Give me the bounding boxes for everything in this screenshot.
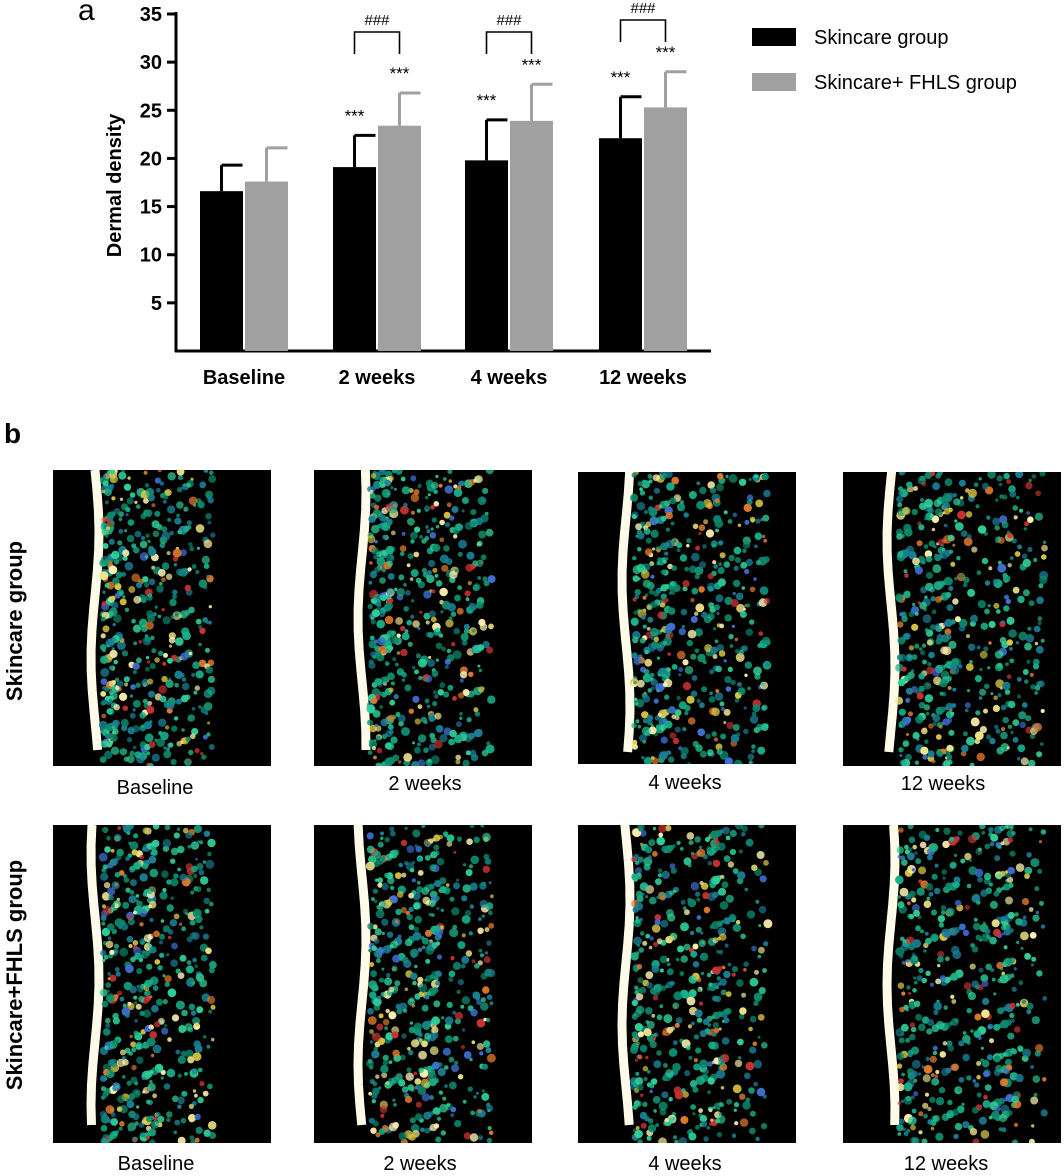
- skin-image-fhls-12weeks: [843, 825, 1061, 1143]
- skin-image-fhls-2weeks: [314, 825, 532, 1143]
- comparison-bracket: [353, 31, 401, 54]
- significance-label: ***: [522, 55, 542, 74]
- bar-chart: 5 10 15 20 25 30 35 Dermal density Baseline 2 wee…: [104, 0, 1017, 389]
- y-tick-label: 20: [140, 148, 162, 170]
- bar: [200, 191, 243, 351]
- bar: [510, 120, 553, 352]
- skin-texture: [353, 825, 496, 1143]
- comparison-label: ###: [364, 12, 390, 29]
- significance-label: ***: [656, 43, 676, 62]
- legend-swatch: [752, 28, 796, 46]
- significance-label: ***: [611, 68, 631, 87]
- caption-skincare-4weeks: 4 weeks: [648, 772, 722, 794]
- y-tick-label: 35: [140, 4, 162, 26]
- legend-label: Skincare+ FHLS group: [814, 72, 1017, 94]
- skin-image-skincare-2weeks: [314, 470, 532, 766]
- caption-skincare-12weeks: 12 weeks: [900, 773, 986, 795]
- y-tick-label: 10: [140, 245, 162, 267]
- panel-b-label: b: [4, 418, 22, 449]
- legend-swatch: [752, 73, 796, 91]
- x-tick-label: 4 weeks: [471, 367, 548, 389]
- skin-image-skincare-4weeks: [578, 472, 796, 764]
- panel-a-label: a: [78, 0, 95, 27]
- skin-image-fhls-baseline: [53, 825, 271, 1143]
- skin-image-skincare-baseline: [53, 470, 271, 766]
- significance-label: ***: [477, 91, 497, 110]
- skin-image-fhls-4weeks: [578, 825, 796, 1143]
- significance-label: ***: [345, 106, 365, 125]
- bar: [644, 107, 687, 351]
- x-tick-label: Baseline: [203, 367, 285, 389]
- row-label-skincare-fhls: Skincare+FHLS group: [2, 859, 27, 1091]
- y-tick-label: 30: [140, 52, 162, 74]
- skin-texture: [617, 825, 773, 1143]
- bar: [465, 160, 508, 351]
- bar: [245, 181, 288, 351]
- legend-label: Skincare group: [814, 27, 949, 49]
- comparison-label: ###: [496, 12, 522, 29]
- bar: [599, 138, 642, 351]
- comparison-bracket: [619, 19, 667, 42]
- skin-texture: [882, 472, 1049, 766]
- row-label-skincare: Skincare group: [2, 540, 27, 702]
- bar: [378, 125, 421, 351]
- caption-skincare-2weeks: 2 weeks: [388, 773, 462, 795]
- y-tick-label: 15: [140, 197, 162, 219]
- caption-fhls-12weeks: 12 weeks: [903, 1153, 989, 1175]
- y-tick-label: 5: [151, 293, 162, 315]
- significance-label: ***: [390, 64, 410, 83]
- skin-texture: [86, 825, 217, 1143]
- x-tick-label: 12 weeks: [599, 367, 687, 389]
- comparison-label: ###: [630, 0, 656, 17]
- caption-fhls-4weeks: 4 weeks: [648, 1153, 722, 1175]
- skin-image-skincare-12weeks: [843, 472, 1061, 766]
- comparison-bracket: [485, 31, 533, 54]
- x-tick-label: 2 weeks: [339, 367, 416, 389]
- skin-texture: [86, 470, 217, 766]
- y-axis-label: Dermal density: [104, 113, 126, 257]
- skin-texture: [617, 472, 772, 764]
- y-tick-label: 25: [140, 100, 162, 122]
- caption-fhls-baseline: Baseline: [117, 1153, 195, 1175]
- caption-skincare-baseline: Baseline: [116, 777, 194, 799]
- caption-fhls-2weeks: 2 weeks: [383, 1153, 457, 1175]
- skin-texture: [353, 470, 496, 766]
- bar: [333, 167, 376, 351]
- skin-texture: [882, 825, 1048, 1143]
